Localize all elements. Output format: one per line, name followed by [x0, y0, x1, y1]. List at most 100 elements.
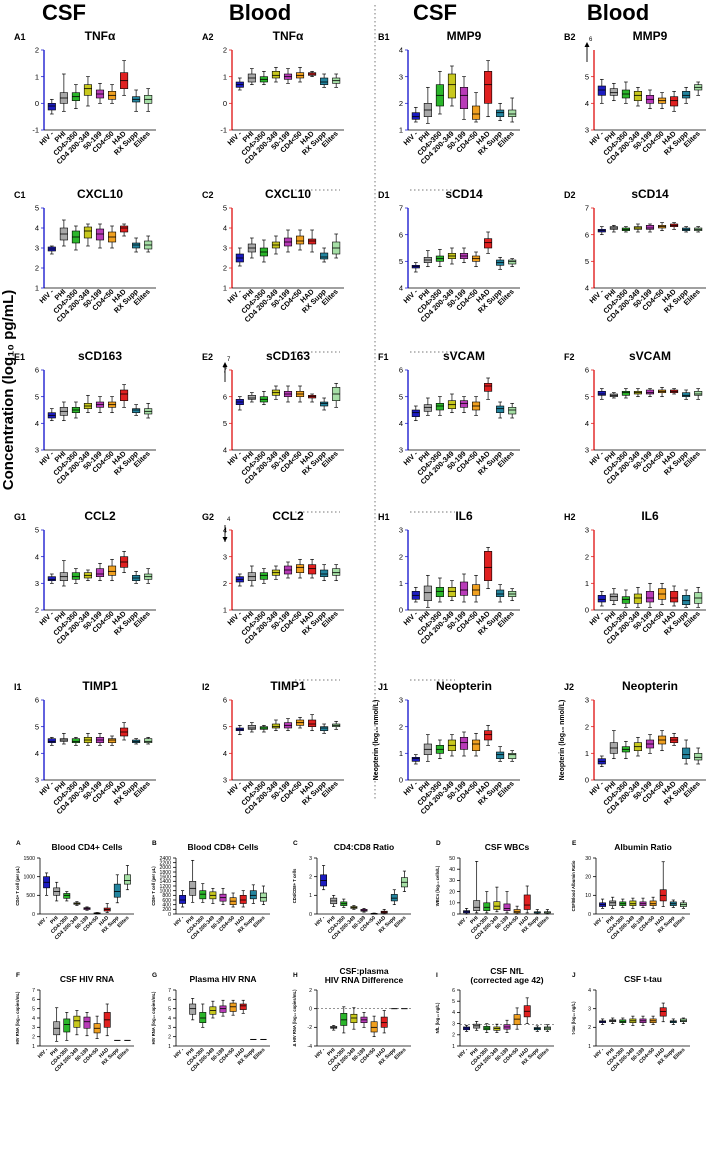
box-cd4-350: [483, 902, 491, 911]
y-tick-label: 2: [223, 264, 227, 273]
box-cd4-350: [259, 572, 268, 580]
box-elites: [694, 753, 703, 761]
panel-title: Neopterin: [622, 679, 678, 693]
panel-d: D CSF WBCs 0 10 20 30 40 50 WBCs (log₁₀ cells/L)…: [435, 840, 554, 941]
y-tick-label: 3: [399, 526, 403, 535]
y-tick-label: 0: [452, 912, 455, 918]
box-cd4-200-349: [83, 84, 92, 96]
box-50-199: [645, 225, 655, 230]
panel-title: IL6: [455, 509, 473, 523]
y-tick-label: 0: [588, 912, 591, 918]
y-tick-label: 6: [452, 988, 455, 994]
y-tick-label: 2: [168, 1034, 171, 1040]
box-hiv: [411, 757, 420, 762]
y-tick-label: 3: [223, 776, 227, 785]
panel-title: MMP9: [633, 29, 668, 43]
box-elites: [123, 874, 131, 885]
y-tick-label: 6: [399, 230, 403, 239]
y-axis-title: Concentration (log₁₀ pg/mL): [0, 290, 17, 490]
y-tick-label: 50: [449, 856, 455, 862]
box-50-199: [95, 228, 105, 241]
y-axis-label: CD4+ T cell (per µL): [15, 866, 20, 906]
box-hiv: [597, 85, 606, 96]
box-50-199: [95, 568, 105, 577]
box-cd4-50: [472, 739, 481, 751]
box-hiv: [47, 103, 56, 111]
x-tick-label-phi: PHI: [49, 1047, 60, 1058]
box-rx-supp: [682, 595, 691, 605]
y-tick-label: 4: [35, 749, 39, 758]
axis-break-label: 6: [589, 37, 593, 43]
box-cd4-200-349: [447, 73, 456, 99]
y-tick-label: 500: [26, 893, 35, 899]
panel-label: G: [152, 972, 157, 979]
panel-label: H: [293, 972, 298, 979]
y-tick-label: 1000: [23, 874, 35, 880]
y-tick-label: 2: [32, 1034, 35, 1040]
x-tick-label-phi: PHI: [185, 915, 196, 926]
x-tick-label-phi: PHI: [49, 915, 60, 926]
y-tick-label: 5: [35, 392, 39, 401]
y-tick-label: 1: [32, 1044, 35, 1050]
y-tick-label: 4: [452, 1010, 455, 1016]
panel-separators: [295, 5, 455, 800]
y-tick-label: 3: [399, 72, 403, 81]
panel-label: D1: [378, 190, 390, 200]
y-tick-label: 1: [585, 749, 589, 758]
box-rx-supp: [496, 405, 505, 413]
box-cd4-350: [199, 1012, 207, 1023]
box-cd4-200-349: [493, 901, 501, 910]
y-tick-label: 1: [223, 606, 227, 615]
y-tick-label: 4: [585, 419, 589, 428]
panel-f: F CSF HIV RNA 1 2 3 4 5 6 7 HIV RNA (log₁₀ copies…: [15, 972, 134, 1073]
box-rx-supp: [249, 890, 257, 900]
y-tick-label: 4: [585, 284, 589, 293]
panel-title: Neopterin: [436, 679, 492, 693]
axis-break-label: 7: [227, 357, 231, 363]
y-tick-label: 0: [32, 912, 35, 918]
box-rx-supp: [320, 569, 329, 577]
panel-label: C: [293, 840, 298, 847]
box-rx-supp: [132, 408, 141, 413]
panel-label: H2: [564, 512, 576, 522]
y-tick-label: 6: [35, 696, 39, 705]
box-cd4-350: [435, 587, 444, 597]
box-phi: [247, 395, 256, 400]
y-tick-label: 200: [162, 907, 171, 913]
y-tick-label: 3: [585, 696, 589, 705]
y-tick-label: 4: [35, 552, 39, 561]
y-tick-label: -2: [307, 1025, 312, 1031]
x-tick-label-hiv: HIV -: [314, 1047, 327, 1060]
panel-label: J: [572, 972, 576, 979]
box-elites: [508, 407, 517, 415]
y-axis-label: t-tau (log₁₀ ng/L): [571, 1001, 576, 1035]
y-tick-label: 2: [399, 99, 403, 108]
y-tick-label: 5: [223, 722, 227, 731]
x-tick-label-elites: Elites: [536, 915, 550, 929]
box-cd4-50: [229, 1002, 237, 1012]
box-had: [484, 71, 493, 104]
box-elites: [508, 753, 517, 759]
y-tick-label: 1: [168, 1044, 171, 1050]
panel-title-line2: HIV RNA Difference: [325, 975, 404, 985]
y-tick-label: 1800: [159, 870, 171, 876]
box-rx-supp: [320, 401, 329, 407]
y-tick-label: 3: [35, 579, 39, 588]
y-tick-label: 3: [452, 1021, 455, 1027]
panel-title: TIMP1: [82, 679, 118, 693]
y-tick-label: 1: [452, 1044, 455, 1050]
y-tick-label: 2200: [159, 860, 171, 866]
box-cd4-50: [296, 235, 305, 245]
y-tick-label: 800: [162, 893, 171, 899]
box-hiv: [411, 112, 420, 120]
